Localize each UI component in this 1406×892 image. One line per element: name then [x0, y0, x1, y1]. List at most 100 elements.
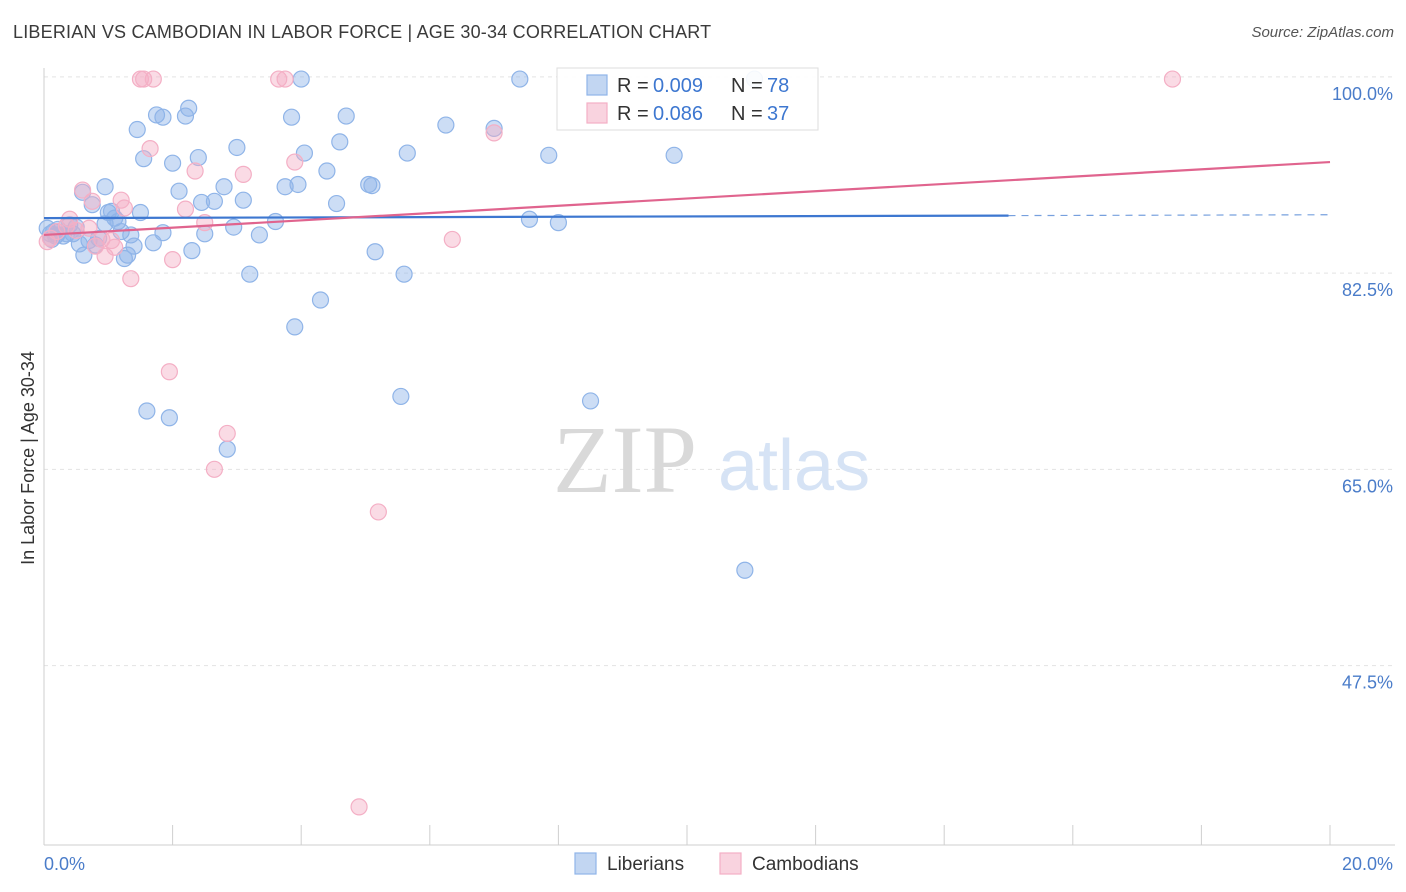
n-label: N = — [731, 103, 763, 125]
liberian-swatch — [586, 74, 608, 96]
cambodian-trend-line — [43, 160, 1331, 237]
liberian-point — [125, 237, 143, 255]
source-label: Source: ZipAtlas.com — [1251, 24, 1394, 41]
watermark-zip: ZIP — [553, 406, 697, 513]
liberian-point — [331, 133, 349, 151]
cambodian-point — [270, 70, 288, 88]
liberian-point — [292, 70, 310, 88]
liberian-trend-extension — [1008, 214, 1331, 217]
r-value: 0.086 — [653, 103, 703, 125]
liberian-point — [128, 120, 146, 139]
r-label: R = — [617, 75, 649, 97]
liberian-point — [327, 194, 346, 213]
cambodian-point — [1163, 70, 1182, 88]
cambodian-point — [276, 70, 294, 88]
liberian-point — [395, 265, 413, 283]
watermark-atlas: atlas — [718, 426, 870, 506]
liberian-point — [289, 175, 307, 194]
liberian-point — [189, 148, 207, 167]
liberian-point — [437, 116, 455, 134]
series-legend: Liberians Cambodians — [574, 852, 859, 875]
stats-legend: R = 0.009 N = 78 R = 0.086 N = 37 — [556, 67, 819, 131]
n-value: 37 — [767, 103, 789, 125]
cambodian-point — [144, 70, 162, 88]
liberian-point — [366, 243, 384, 261]
y-tick-label: 100.0% — [1332, 84, 1393, 104]
liberian-point — [540, 146, 558, 164]
liberian-trend-line — [43, 214, 1009, 220]
liberian-point — [218, 440, 236, 458]
cambodian-point — [106, 238, 124, 256]
liberian-point — [138, 402, 156, 420]
x-tick-label-max: 20.0% — [1342, 854, 1393, 874]
cambodian-point — [115, 199, 133, 217]
liberian-point — [337, 107, 355, 125]
liberian-point — [581, 392, 600, 410]
liberian-point — [311, 291, 330, 309]
n-value: 78 — [767, 75, 789, 97]
cambodian-point — [135, 70, 153, 88]
liberian-point — [665, 146, 683, 164]
liberian-point — [228, 138, 246, 157]
cambodian-point — [443, 230, 461, 249]
cambodian-point — [83, 192, 101, 210]
liberian-point — [736, 561, 754, 579]
cambodian-point — [485, 124, 503, 142]
cambodian-point — [38, 233, 56, 251]
x-tick-label-min: 0.0% — [44, 854, 85, 874]
liberian-point — [282, 108, 301, 126]
r-label: R = — [617, 103, 649, 125]
n-label: N = — [731, 75, 763, 97]
data-points — [38, 70, 1182, 816]
liberian-point — [318, 162, 336, 180]
y-tick-label: 65.0% — [1342, 476, 1393, 496]
liberian-point — [241, 265, 259, 283]
tick-labels: 100.0% 82.5% 65.0% 47.5% 0.0% 20.0% — [44, 84, 1393, 874]
r-value: 0.009 — [653, 75, 703, 97]
liberian-point — [135, 150, 153, 168]
cambodian-point — [205, 460, 223, 478]
cambodian-point — [350, 798, 368, 816]
liberian-point — [118, 246, 137, 264]
cambodian-point — [122, 270, 140, 288]
series-legend-swatch — [574, 852, 597, 875]
gridlines — [44, 76, 1395, 667]
liberian-point — [183, 242, 201, 260]
liberian-point — [192, 193, 211, 212]
liberian-point — [164, 154, 182, 172]
cambodian-point — [73, 181, 92, 199]
cambodian-point — [67, 221, 85, 240]
liberian-point — [147, 106, 166, 124]
series-legend-label: Liberians — [607, 854, 684, 875]
liberian-point — [131, 203, 150, 222]
series-legend-swatch — [719, 852, 742, 875]
cambodian-point — [160, 363, 178, 381]
liberian-point — [154, 108, 172, 126]
liberian-point — [276, 178, 294, 196]
liberian-point — [170, 182, 188, 200]
y-tick-label: 47.5% — [1342, 673, 1393, 693]
y-tick-label: 82.5% — [1342, 280, 1393, 300]
series-legend-label: Cambodians — [752, 854, 859, 875]
liberian-point — [250, 226, 269, 244]
cambodian-point — [141, 139, 159, 158]
cambodian-point — [369, 503, 387, 521]
liberian-point — [485, 119, 503, 138]
liberian-point — [96, 178, 114, 196]
watermark: ZIP atlas — [553, 406, 870, 513]
cambodian-point — [286, 153, 304, 171]
liberian-point — [234, 191, 252, 209]
liberian-point — [511, 70, 529, 88]
liberian-point — [160, 409, 178, 427]
liberian-point — [286, 318, 304, 336]
cambodian-point — [164, 251, 182, 269]
liberian-point — [215, 178, 233, 196]
y-axis-label: In Labor Force | Age 30-34 — [18, 351, 38, 565]
cambodian-point — [218, 424, 236, 443]
liberian-point — [549, 214, 568, 232]
axes — [43, 68, 1395, 846]
cambodian-point — [176, 200, 195, 218]
cambodian-swatch — [586, 102, 608, 124]
chart-title: LIBERIAN VS CAMBODIAN IN LABOR FORCE | A… — [13, 22, 712, 42]
